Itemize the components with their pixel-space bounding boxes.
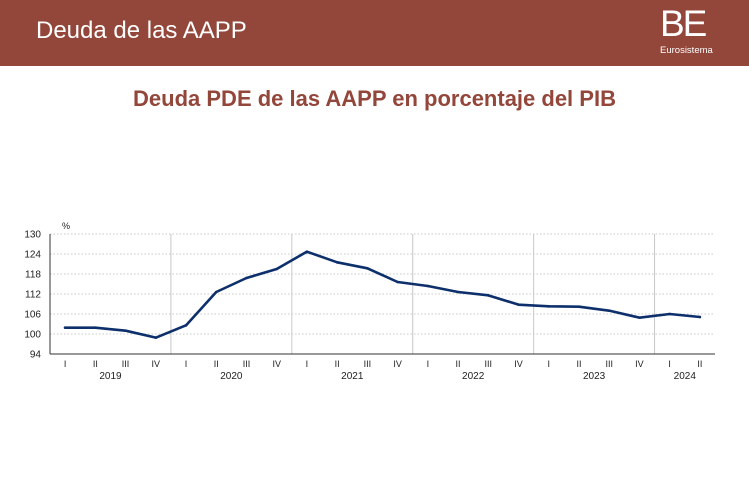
x-tick-label: I <box>306 359 309 369</box>
data-point <box>517 303 520 306</box>
y-tick-label: 130 <box>24 230 41 241</box>
chart-title: Deuda PDE de las AAPP en porcentaje del … <box>133 86 616 111</box>
x-tick-label: I <box>185 359 188 369</box>
y-axis-unit: % <box>62 221 70 231</box>
x-tick-label: II <box>576 359 581 369</box>
x-tick-label: I <box>427 359 430 369</box>
data-point <box>63 326 67 329</box>
data-point <box>577 305 581 308</box>
x-tick-label: III <box>605 359 613 369</box>
series-line <box>63 250 702 339</box>
y-tick-label: 118 <box>25 270 41 281</box>
data-point <box>396 280 399 284</box>
header-title: Deuda de las AAPP <box>36 17 247 44</box>
data-point <box>305 250 309 253</box>
x-tick-label: IV <box>514 359 523 369</box>
header-bar: Deuda de las AAPP BE Eurosistema <box>0 0 749 66</box>
data-point <box>154 336 158 339</box>
data-point <box>638 316 641 319</box>
logo-subtitle: Eurosistema <box>660 45 713 56</box>
year-label: 2020 <box>220 371 243 382</box>
data-point <box>426 284 430 288</box>
y-tick-label: 94 <box>30 350 42 361</box>
x-tick-label: III <box>485 359 493 369</box>
y-tick-label: 124 <box>24 250 41 261</box>
x-tick-label: II <box>335 359 340 369</box>
x-tick-label: I <box>668 359 671 369</box>
data-point <box>547 305 551 308</box>
data-point <box>698 315 702 319</box>
year-label: 2021 <box>341 371 364 382</box>
data-point <box>245 276 248 280</box>
data-point <box>94 326 97 329</box>
x-tick-label: IV <box>393 359 402 369</box>
x-tick-label: II <box>697 359 702 369</box>
x-tick-label: I <box>547 359 550 369</box>
year-label: 2022 <box>462 371 485 382</box>
x-tick-label: IV <box>272 359 281 369</box>
data-point <box>456 290 460 294</box>
data-point <box>366 267 369 270</box>
data-point <box>607 309 611 312</box>
y-tick-label: 100 <box>24 330 41 341</box>
banco-de-espana-logo: BE <box>660 3 707 44</box>
logo-text: BE <box>660 3 707 44</box>
data-point <box>335 261 339 264</box>
x-tick-label: II <box>456 359 461 369</box>
x-tick-label: IV <box>635 359 644 369</box>
x-tick-label: III <box>122 359 130 369</box>
x-tick-label: II <box>93 359 98 369</box>
y-tick-label: 112 <box>25 290 41 301</box>
x-tick-label: III <box>243 359 251 369</box>
year-label: 2019 <box>99 371 122 382</box>
x-tick-label: III <box>364 359 372 369</box>
data-point <box>184 324 188 327</box>
data-point <box>124 329 127 332</box>
data-point <box>486 294 490 297</box>
y-tick-label: 106 <box>24 310 41 321</box>
x-tick-label: I <box>64 359 67 369</box>
year-label: 2024 <box>674 371 697 382</box>
data-point <box>668 312 671 316</box>
data-point <box>275 267 279 271</box>
data-point <box>214 290 218 294</box>
x-tick-label: II <box>214 359 219 369</box>
x-tick-label: IV <box>152 359 161 369</box>
year-label: 2023 <box>583 371 606 382</box>
